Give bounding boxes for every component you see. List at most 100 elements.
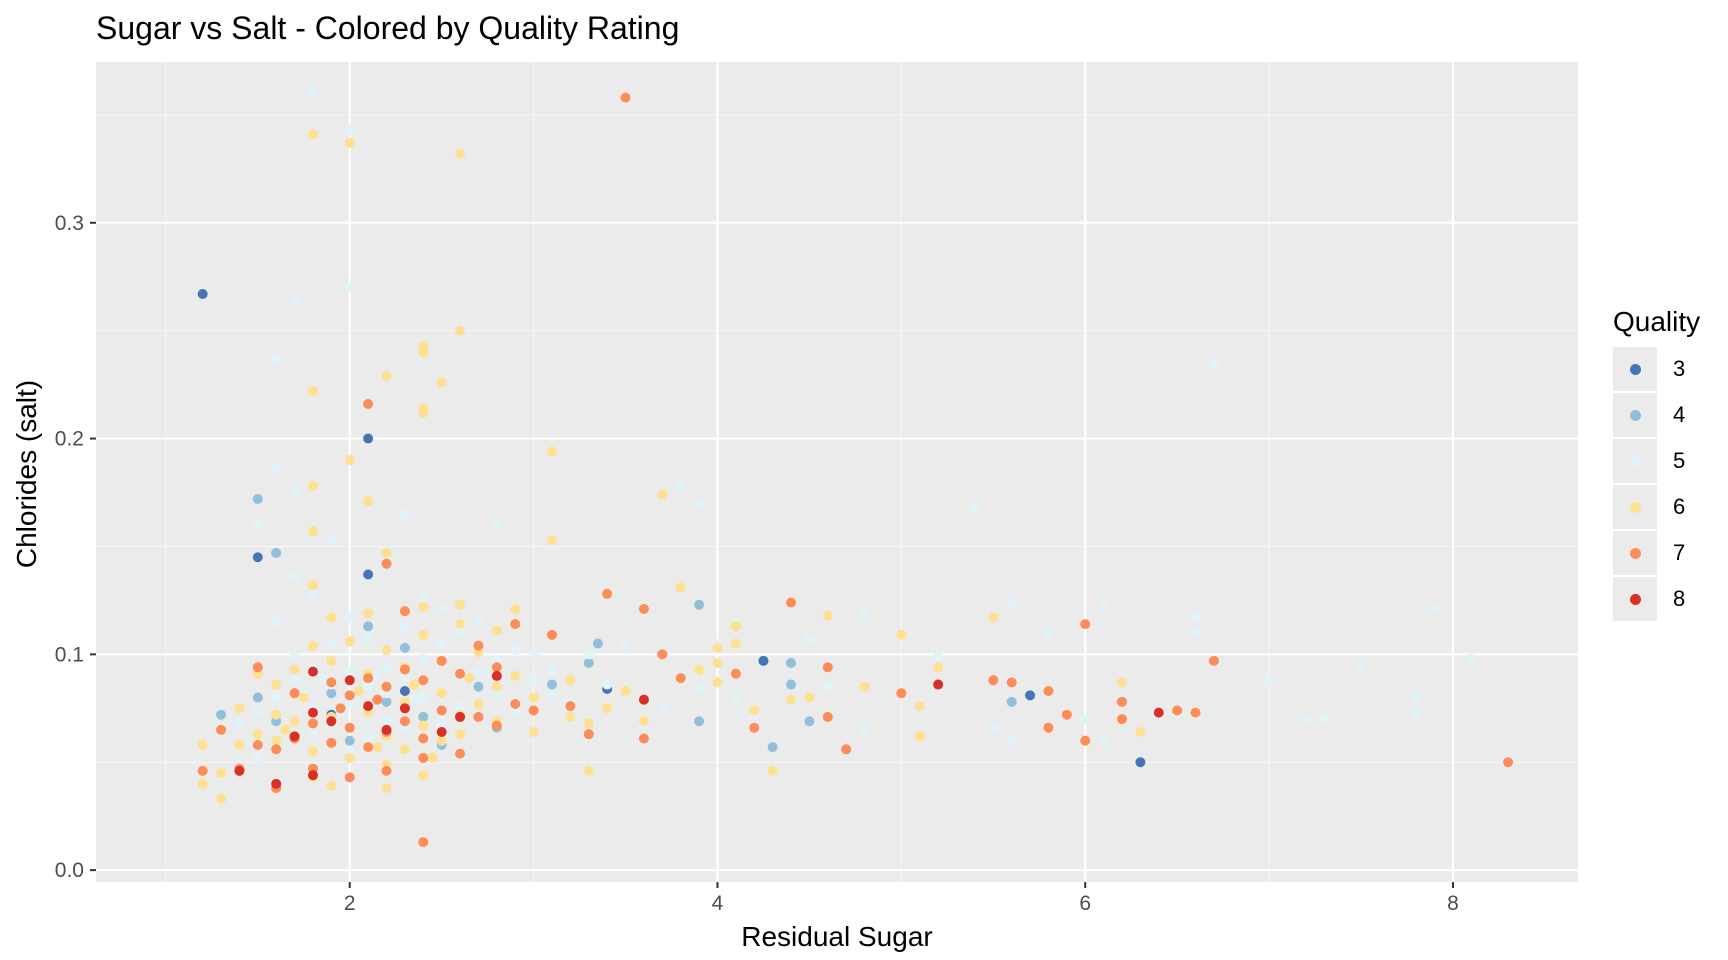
data-point-quality-6 xyxy=(730,638,741,649)
data-point-quality-5 xyxy=(271,616,282,627)
data-point-quality-5 xyxy=(399,509,410,520)
data-point-quality-5 xyxy=(1190,612,1201,623)
data-point-quality-7 xyxy=(1208,655,1219,666)
data-point-quality-6 xyxy=(216,793,227,804)
data-point-quality-6 xyxy=(326,612,337,623)
data-point-quality-6 xyxy=(197,739,208,750)
data-point-quality-6 xyxy=(896,629,907,640)
data-point-quality-6 xyxy=(1135,727,1146,738)
data-point-quality-3 xyxy=(252,552,263,563)
data-point-quality-7 xyxy=(418,837,429,848)
data-point-quality-8 xyxy=(234,765,245,776)
data-point-quality-3 xyxy=(363,433,374,444)
data-point-quality-5 xyxy=(1300,714,1311,725)
legend-key xyxy=(1613,531,1657,575)
data-point-quality-6 xyxy=(933,662,944,673)
data-point-quality-6 xyxy=(620,686,631,697)
data-point-quality-4 xyxy=(1006,696,1017,707)
legend-item-5: 5 xyxy=(1613,438,1723,484)
data-point-quality-7 xyxy=(344,690,355,701)
chart-title: Sugar vs Salt - Colored by Quality Ratin… xyxy=(96,10,680,46)
data-point-quality-7 xyxy=(473,711,484,722)
legend-key xyxy=(1613,439,1657,483)
data-point-quality-5 xyxy=(381,662,392,673)
legend-item-4: 4 xyxy=(1613,392,1723,438)
data-point-quality-6 xyxy=(418,407,429,418)
data-point-quality-4 xyxy=(326,688,337,699)
data-point-quality-6 xyxy=(326,780,337,791)
data-point-quality-5 xyxy=(473,666,484,677)
data-point-quality-7 xyxy=(307,718,318,729)
data-point-quality-3 xyxy=(1025,690,1036,701)
data-point-quality-7 xyxy=(1080,735,1091,746)
data-point-quality-7 xyxy=(620,92,631,103)
data-point-quality-5 xyxy=(1043,627,1054,638)
data-point-quality-6 xyxy=(252,729,263,740)
legend-label: 7 xyxy=(1673,540,1686,565)
data-point-quality-4 xyxy=(399,642,410,653)
data-point-quality-7 xyxy=(418,752,429,763)
data-point-quality-6 xyxy=(307,129,318,140)
data-point-quality-6 xyxy=(988,612,999,623)
data-point-quality-6 xyxy=(271,709,282,720)
data-point-quality-4 xyxy=(216,709,227,720)
data-point-quality-3 xyxy=(363,569,374,580)
data-point-quality-7 xyxy=(473,640,484,651)
data-point-quality-7 xyxy=(1503,757,1514,768)
data-point-quality-7 xyxy=(822,711,833,722)
data-point-quality-6 xyxy=(565,711,576,722)
data-point-quality-6 xyxy=(914,701,925,712)
data-point-quality-8 xyxy=(363,701,374,712)
data-point-quality-5 xyxy=(859,724,870,735)
data-point-quality-7 xyxy=(436,655,447,666)
data-point-quality-3 xyxy=(1135,757,1146,768)
data-point-quality-5 xyxy=(289,571,300,582)
data-point-quality-7 xyxy=(363,742,374,753)
data-point-quality-8 xyxy=(638,694,649,705)
data-point-quality-7 xyxy=(638,733,649,744)
data-point-quality-5 xyxy=(344,124,355,135)
data-point-quality-6 xyxy=(427,752,438,763)
data-point-quality-8 xyxy=(381,724,392,735)
data-point-quality-8 xyxy=(933,679,944,690)
data-point-quality-7 xyxy=(749,722,760,733)
data-point-quality-4 xyxy=(381,696,392,707)
data-point-quality-6 xyxy=(455,325,466,336)
data-point-quality-7 xyxy=(1190,707,1201,718)
data-point-quality-7 xyxy=(252,662,263,673)
legend-dot xyxy=(1629,455,1641,467)
data-point-quality-7 xyxy=(326,737,337,748)
data-point-quality-4 xyxy=(252,493,263,504)
data-point-quality-6 xyxy=(307,640,318,651)
data-point-quality-6 xyxy=(455,148,466,159)
legend-dot xyxy=(1629,547,1641,559)
data-point-quality-6 xyxy=(464,673,475,684)
y-axis-label: Chlorides (salt) xyxy=(11,380,42,568)
data-point-quality-6 xyxy=(197,778,208,789)
data-point-quality-6 xyxy=(381,547,392,558)
data-point-quality-5 xyxy=(271,463,282,474)
data-point-quality-6 xyxy=(455,729,466,740)
data-point-quality-6 xyxy=(271,735,282,746)
data-point-quality-7 xyxy=(372,694,383,705)
data-point-quality-5 xyxy=(1356,660,1367,671)
legend-key xyxy=(1613,485,1657,529)
data-point-quality-7 xyxy=(786,597,797,608)
data-point-quality-6 xyxy=(547,534,557,545)
data-point-quality-6 xyxy=(436,688,447,699)
data-point-quality-6 xyxy=(418,347,429,358)
data-point-quality-5 xyxy=(289,651,300,662)
x-tick-label: 8 xyxy=(1447,892,1459,915)
data-point-quality-6 xyxy=(712,677,723,688)
data-point-quality-7 xyxy=(363,673,374,684)
data-point-quality-5 xyxy=(933,651,944,662)
data-point-quality-5 xyxy=(455,701,466,712)
data-point-quality-8 xyxy=(307,666,318,677)
data-point-quality-7 xyxy=(418,675,429,686)
data-point-quality-6 xyxy=(510,670,521,681)
data-point-quality-4 xyxy=(767,742,778,753)
data-point-quality-5 xyxy=(1080,714,1091,725)
legend: Quality 3 4 5 6 7 8 xyxy=(1613,306,1723,622)
data-point-quality-6 xyxy=(234,703,245,714)
